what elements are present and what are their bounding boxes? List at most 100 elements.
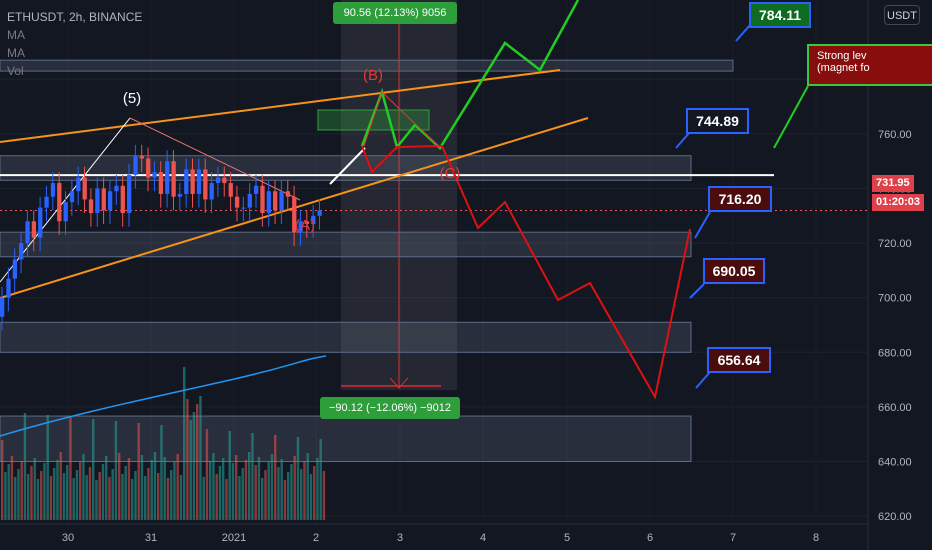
volume-bar (186, 399, 189, 520)
candle-body (209, 183, 214, 200)
volume-bar (72, 478, 75, 520)
callout-656[interactable]: 656.64 (707, 347, 771, 373)
candle-body (44, 196, 49, 208)
volume-bar (176, 454, 179, 520)
volume-bar (222, 458, 225, 520)
candle-body (196, 169, 202, 194)
volume-bar (56, 460, 59, 520)
legend-ma-2[interactable]: MA (7, 46, 25, 60)
volume-bar (40, 471, 43, 520)
price-tick: 720.00 (878, 238, 912, 250)
callout-744[interactable]: 744.89 (686, 108, 749, 134)
candle-body (139, 155, 144, 159)
wave-a-label: (A) (295, 217, 315, 234)
price-zone (0, 231, 692, 258)
candle-body (95, 188, 100, 214)
pointer-784 (735, 24, 751, 42)
volume-bar (261, 478, 264, 520)
measure-arrowhead (389, 377, 409, 389)
strong-level-line-1: Strong lev (817, 50, 867, 62)
candle-body (12, 259, 17, 279)
volume-bar (215, 474, 218, 520)
time-tick: 7 (730, 532, 736, 544)
volume-bar (283, 480, 287, 520)
candle-body (184, 169, 189, 194)
candle-body (260, 185, 265, 214)
volume-bar (313, 466, 316, 520)
wave-c-label: (C) (440, 165, 461, 182)
volume-bar (124, 466, 127, 520)
volume-bar (296, 437, 300, 520)
volume-bar (101, 464, 105, 520)
currency-button[interactable]: USDT (884, 5, 920, 25)
volume-bar (79, 462, 82, 520)
strong-level-note[interactable]: Strong lev (magnet fo (807, 44, 932, 86)
legend-ma-1[interactable]: MA (7, 28, 25, 42)
callout-716[interactable]: 716.20 (708, 186, 772, 212)
wave-b-label: (B) (363, 67, 383, 84)
candle-body (273, 191, 278, 211)
price-zone (0, 155, 692, 181)
wave-5-label: (5) (123, 90, 141, 107)
volume-bar (30, 466, 33, 520)
volume-bar (303, 461, 306, 520)
volume-bar (183, 367, 186, 520)
callout-784[interactable]: 784.11 (749, 2, 811, 28)
volume-bar (134, 471, 137, 520)
volume-bar (4, 472, 7, 520)
volume-bar (1, 440, 4, 520)
volume-bar (92, 419, 95, 520)
volume-bar (280, 459, 283, 520)
volume-bar (254, 465, 257, 520)
volume-bar (248, 452, 251, 520)
wave-abc-lines (363, 91, 441, 149)
volume-bar (209, 461, 212, 520)
candle-body (127, 174, 132, 214)
time-tick: 5 (564, 532, 570, 544)
candle-body (234, 196, 240, 208)
volume-bar (192, 412, 196, 520)
volume-bar (59, 452, 62, 520)
measure-down-label[interactable]: −90.12 (−12.06%) −9012 (320, 397, 460, 419)
volume-bar (33, 458, 36, 520)
volume-bar (205, 429, 209, 520)
volume-bar (85, 475, 88, 520)
candle-body (222, 177, 227, 184)
volume-bar (88, 467, 92, 520)
last-price-tag: 731.95 (872, 175, 914, 192)
candle-body (254, 185, 259, 194)
volume-bar (95, 480, 98, 520)
volume-bar (114, 421, 118, 520)
candle-body (266, 191, 271, 214)
candle-body (146, 158, 151, 178)
time-tick: 31 (145, 532, 157, 544)
volume-bar (189, 420, 192, 520)
volume-bar (173, 462, 176, 520)
pointer-716 (694, 211, 711, 239)
candle-body (38, 207, 43, 238)
measure-up-label[interactable]: 90.56 (12.13%) 9056 (333, 2, 457, 24)
volume-bar (82, 454, 85, 520)
callout-690[interactable]: 690.05 (703, 258, 765, 284)
price-zone (0, 415, 692, 463)
price-channel (0, 69, 589, 299)
legend-symbol: ETHUSDT, 2h, BINANCE (7, 10, 143, 24)
candle-body (241, 207, 246, 209)
legend-volume[interactable]: Vol (7, 64, 24, 78)
pointer-strong-level (773, 85, 809, 149)
volume-bar (66, 465, 69, 520)
candle-body (6, 278, 11, 298)
candle-body (50, 183, 56, 197)
candle-body (88, 199, 94, 214)
candle-body (76, 177, 81, 192)
price-tick: 760.00 (878, 129, 912, 141)
volume-bar (108, 477, 111, 520)
volume-bar (36, 479, 40, 520)
target-zone-green (317, 109, 430, 131)
volume-bar (75, 470, 79, 520)
volume-bar (121, 474, 124, 520)
candle-body (0, 297, 5, 317)
volume-bar (166, 478, 170, 520)
